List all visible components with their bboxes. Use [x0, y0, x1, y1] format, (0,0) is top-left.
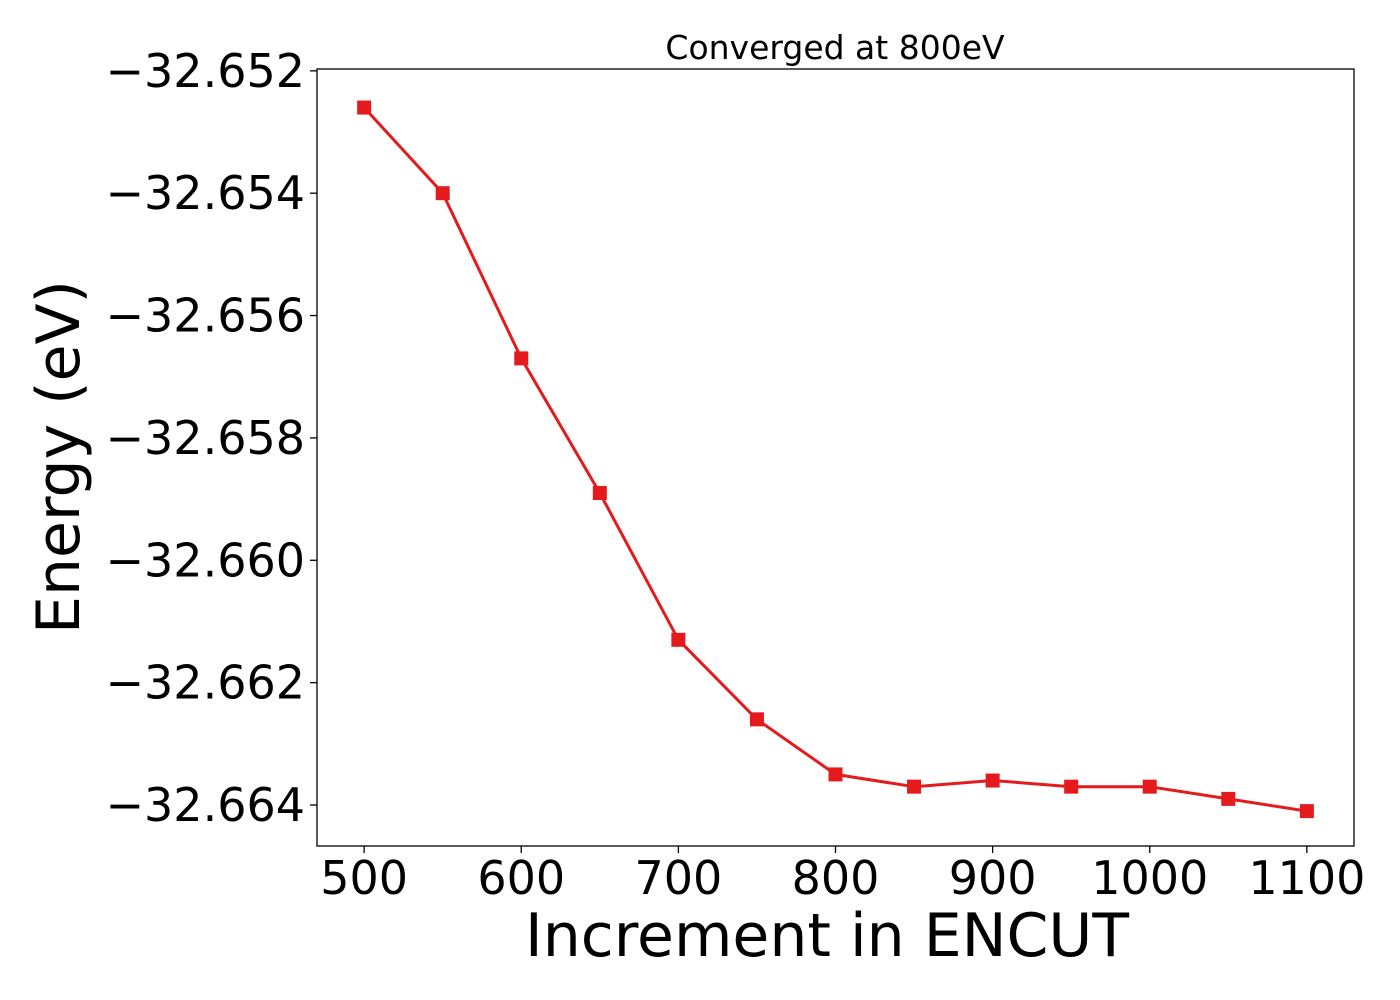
y-axis-ticks: −32.652 −32.654 −32.656 −32.658 −32.660 −32.6… — [106, 44, 317, 832]
data-point-marker — [514, 351, 529, 366]
data-point-marker — [1142, 779, 1157, 794]
x-tick-label: 500 — [320, 851, 408, 905]
data-point-marker — [357, 100, 372, 115]
y-tick-label: −32.656 — [106, 289, 306, 343]
data-point-marker — [1221, 791, 1236, 806]
y-tick-label: −32.662 — [106, 656, 306, 710]
data-point-marker — [985, 773, 1000, 788]
plot-background — [317, 69, 1354, 846]
data-point-marker — [671, 632, 686, 647]
series-layer — [357, 100, 1314, 819]
x-tick-label: 700 — [634, 851, 722, 905]
x-tick-label: 1000 — [1091, 851, 1208, 905]
data-point-marker — [749, 712, 764, 727]
x-tick-label: 900 — [949, 851, 1037, 905]
data-point-marker — [907, 779, 922, 794]
x-axis-ticks: 500 600 700 800 900 1000 1100 — [320, 846, 1365, 905]
chart-title: Converged at 800eV — [665, 28, 1005, 67]
x-tick-label: 800 — [792, 851, 880, 905]
y-tick-label: −32.654 — [106, 166, 306, 220]
x-tick-label: 600 — [477, 851, 565, 905]
y-tick-label: −32.658 — [106, 411, 306, 465]
data-point-marker — [828, 767, 843, 782]
y-tick-label: −32.660 — [106, 533, 306, 587]
data-point-marker — [435, 186, 450, 201]
x-axis-label: Increment in ENCUT — [525, 901, 1129, 971]
data-point-marker — [1064, 779, 1079, 794]
y-tick-label: −32.652 — [106, 44, 306, 98]
data-point-marker — [592, 485, 607, 500]
y-axis-label: Energy (eV) — [24, 280, 94, 634]
y-tick-label: −32.664 — [106, 778, 306, 832]
data-point-marker — [1299, 804, 1314, 819]
plot-frame — [316, 68, 1355, 847]
x-tick-label: 1100 — [1248, 851, 1365, 905]
